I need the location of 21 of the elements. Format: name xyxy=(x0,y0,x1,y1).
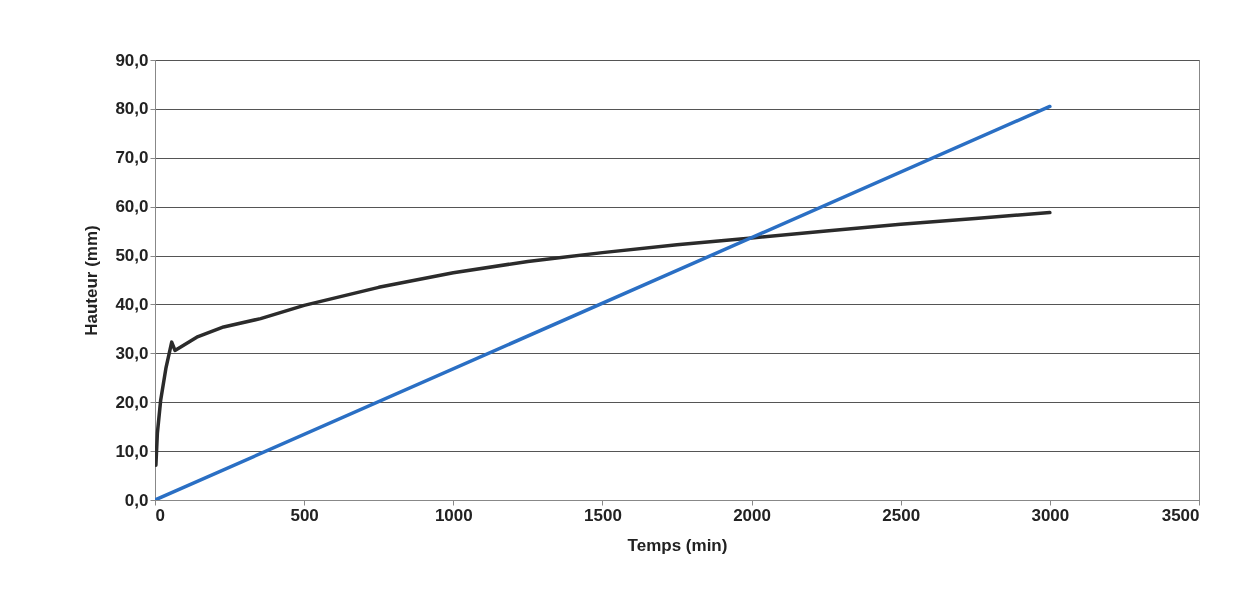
y-tick-label: 20,0 xyxy=(115,392,149,412)
y-tick-label: 70,0 xyxy=(115,148,149,168)
x-tick-label: 500 xyxy=(290,505,319,525)
x-tick-label: 0 xyxy=(155,505,165,525)
y-tick-label: 90,0 xyxy=(115,50,149,70)
y-tick-label: 0,0 xyxy=(124,490,149,510)
x-axis-title: Temps (min) xyxy=(627,535,728,555)
y-tick-label: 80,0 xyxy=(115,99,149,119)
x-tick-label: 3500 xyxy=(1161,505,1200,525)
y-tick-label: 10,0 xyxy=(115,441,149,461)
line-series xyxy=(155,210,1052,468)
y-tick-label: 40,0 xyxy=(115,294,149,314)
y-tick-label: 30,0 xyxy=(115,343,149,363)
x-tick-label: 1500 xyxy=(584,505,622,525)
x-tick-label: 2000 xyxy=(733,505,771,525)
y-tick-label: 50,0 xyxy=(115,246,149,266)
x-tick-label: 3000 xyxy=(1031,505,1070,525)
y-axis-title: Hauteur (mm) xyxy=(82,225,102,336)
x-tick-label: 2500 xyxy=(882,505,921,525)
x-tick-label: 1000 xyxy=(434,505,473,525)
y-tick-label: 60,0 xyxy=(115,197,149,217)
